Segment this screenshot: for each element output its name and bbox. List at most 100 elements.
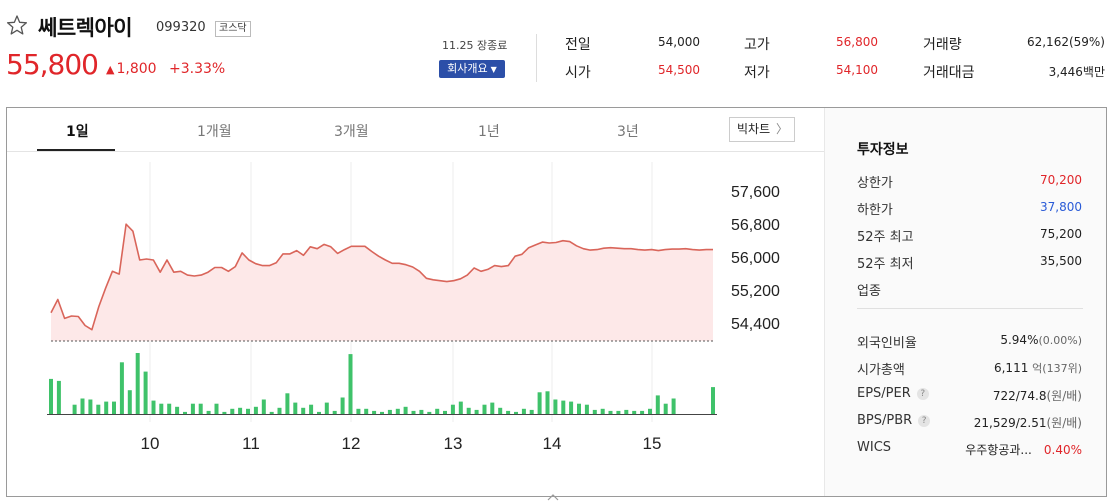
volume-bar [214, 403, 219, 414]
eps-per-number: 722/74.8 [992, 389, 1047, 403]
volume-bar [655, 395, 660, 414]
volume-bar [364, 408, 369, 414]
volume-bar [600, 408, 605, 414]
volume-bar [309, 404, 314, 414]
tab-1month[interactable]: 1개월 [197, 124, 232, 140]
volume-bar [167, 403, 172, 414]
period-tabs: 1일 1개월 3개월 1년 3년 빅차트 〉 [7, 108, 824, 152]
volume-value: 62,162(59%) [1026, 35, 1105, 49]
volume-bar [159, 403, 164, 414]
tab-3month[interactable]: 3개월 [334, 124, 369, 140]
volume-bar [663, 403, 668, 414]
help-icon[interactable]: ? [916, 388, 929, 400]
foreign-ratio-number: 5.94% [1000, 333, 1039, 347]
intraday-chart[interactable]: 57,600 56,800 56,000 55,200 54,400 10 11 12 13 14… [7, 152, 824, 496]
eps-per-unit: (원/배) [1046, 389, 1083, 403]
wics-change: 0.40% [1043, 443, 1082, 457]
volume-bar [506, 410, 511, 414]
foreign-ratio-label: 외국인비율 [857, 336, 917, 351]
volume-bar [395, 408, 400, 414]
wics-label: WICS [857, 440, 892, 455]
volume-bar [435, 408, 440, 414]
tab-1year[interactable]: 1년 [478, 124, 500, 140]
market-cap-value: 6,111 억(137위) [994, 360, 1082, 376]
volume-bar [301, 407, 306, 414]
volume-bar [112, 401, 116, 414]
volume-bar [49, 378, 53, 414]
x-tick-label: 11 [242, 434, 260, 453]
amount-value: 3,446백만 [1048, 65, 1105, 79]
price-line [50, 223, 713, 331]
prev-close-value: 54,000 [658, 35, 700, 49]
y-tick-label: 56,800 [731, 217, 780, 234]
x-tick-label: 15 [643, 434, 662, 453]
eps-per-value: 722/74.8(원/배) [993, 387, 1082, 404]
volume-bar [285, 393, 290, 414]
volume-bar [332, 410, 337, 414]
chart-area: 1일 1개월 3개월 1년 3년 빅차트 〉 57,600 56,800 56,000… [7, 108, 824, 496]
help-icon[interactable]: ? [918, 415, 931, 427]
stock-name: 쎄트렉아이 [38, 16, 133, 40]
volume-bar [119, 362, 124, 414]
volume-bar [711, 387, 715, 414]
company-overview-label: 회사개요 [447, 62, 488, 75]
tab-3year[interactable]: 3년 [617, 124, 639, 140]
volume-bar [198, 403, 203, 414]
y-tick-label: 56,000 [731, 250, 780, 267]
volume-bar [569, 401, 574, 414]
tab-1day[interactable]: 1일 [66, 124, 89, 140]
volume-bar [88, 399, 93, 414]
x-tick-label: 14 [543, 434, 562, 453]
foreign-ratio-value: 5.94%(0.00%) [1000, 333, 1082, 347]
upper-limit-label: 상한가 [857, 176, 893, 191]
price-area-fill [51, 224, 713, 341]
volume-bar [640, 410, 645, 414]
dropdown-caret-icon: ▼ [490, 65, 497, 74]
volume-bar [411, 410, 416, 414]
favorite-star-icon[interactable] [6, 14, 28, 36]
upper-limit-value: 70,200 [1040, 173, 1082, 187]
big-chart-button[interactable]: 빅차트 〉 [729, 117, 795, 142]
bps-pbr-value: 21,529/2.51(원/배) [974, 414, 1082, 431]
volume-bar [514, 411, 518, 414]
volume-bar [96, 404, 101, 414]
volume-bar [56, 380, 61, 414]
volume-label: 거래량 [923, 37, 962, 53]
volume-bar [356, 408, 361, 414]
info-divider [857, 308, 1083, 309]
lower-limit-label: 하한가 [857, 203, 893, 218]
y-tick-label: 57,600 [731, 184, 780, 201]
volume-bar [545, 391, 550, 414]
volume-bar [143, 371, 148, 414]
eps-per-label: EPS/PER? [857, 386, 929, 401]
volume-bar [537, 392, 542, 414]
volume-bar [246, 408, 250, 414]
volume-bar [466, 407, 471, 414]
header-divider [536, 34, 537, 82]
market-cap-rank: 억(137위) [1032, 362, 1082, 375]
chevron-up-icon[interactable] [545, 492, 561, 501]
current-price: 55,800 [6, 48, 99, 81]
volume-bar [553, 399, 558, 414]
volume-bar [671, 398, 676, 414]
volume-bar [175, 406, 180, 414]
company-overview-button[interactable]: 회사개요 ▼ [439, 60, 505, 78]
bps-pbr-text: BPS/PBR [857, 413, 913, 428]
bps-pbr-unit: (원/배) [1046, 416, 1083, 430]
open-value: 54,500 [658, 63, 700, 77]
market-cap-number: 6,111 [993, 361, 1029, 375]
volume-bar [340, 397, 345, 414]
volume-bar [482, 404, 487, 414]
prev-close-label: 전일 [565, 37, 591, 53]
volume-bar [458, 401, 463, 414]
high52-label: 52주 최고 [857, 230, 914, 245]
volume-bar [632, 410, 637, 414]
low-label: 저가 [744, 65, 770, 81]
volume-bar [648, 408, 652, 414]
volume-bar [577, 403, 581, 414]
volume-bar [190, 403, 195, 414]
wics-sector-link[interactable]: 우주항공과... [965, 443, 1032, 457]
market-cap-label: 시가총액 [857, 363, 905, 378]
volume-bar [624, 409, 629, 414]
x-tick-label: 13 [444, 434, 463, 453]
